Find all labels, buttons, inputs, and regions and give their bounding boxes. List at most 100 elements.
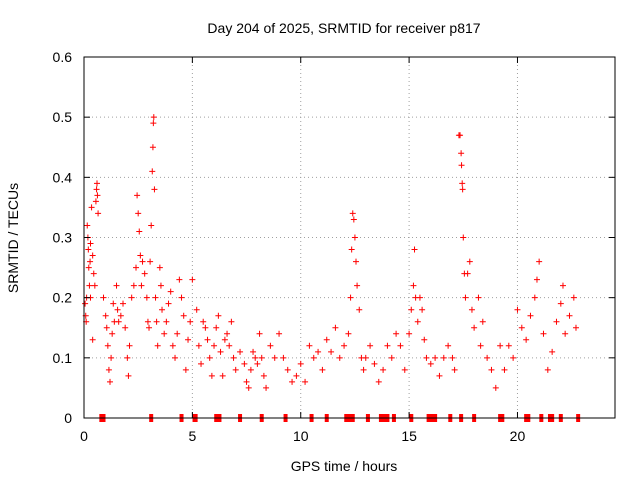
data-point: [94, 192, 101, 199]
data-point: [219, 372, 226, 379]
data-point: [397, 342, 404, 349]
data-point: [562, 330, 569, 337]
data-point: [367, 342, 374, 349]
data-point: [232, 366, 239, 373]
data-point: [479, 318, 486, 325]
data-point: [570, 294, 577, 301]
data-point: [354, 282, 361, 289]
data-point: [176, 276, 183, 283]
data-point: [421, 336, 428, 343]
data-point: [449, 354, 456, 361]
data-point: [221, 336, 228, 343]
data-point: [360, 366, 367, 373]
data-point: [477, 342, 484, 349]
data-point: [518, 324, 525, 331]
data-point: [200, 318, 207, 325]
data-point: [237, 348, 244, 355]
data-point: [163, 318, 170, 325]
data-point: [549, 348, 556, 355]
data-point: [271, 354, 278, 361]
data-point: [362, 354, 369, 361]
data-point: [457, 132, 464, 139]
data-point: [258, 354, 265, 361]
data-point: [254, 360, 261, 367]
data-point: [401, 366, 408, 373]
data-point: [185, 336, 192, 343]
data-point: [260, 372, 267, 379]
data-point: [137, 252, 144, 259]
data-point: [267, 342, 274, 349]
data-point: [156, 264, 163, 271]
y-tick-label: 0.1: [53, 350, 73, 366]
data-point: [451, 366, 458, 373]
data-point: [133, 264, 140, 271]
data-point: [332, 324, 339, 331]
data-point: [466, 258, 473, 265]
data-point: [380, 366, 387, 373]
data-point: [150, 114, 157, 121]
data-point: [276, 330, 283, 337]
data-point: [557, 300, 564, 307]
data-point: [410, 282, 417, 289]
chart-title: Day 204 of 2025, SRMTID for receiver p81…: [207, 20, 480, 36]
data-point: [427, 360, 434, 367]
data-point: [497, 342, 504, 349]
data-point: [136, 228, 143, 235]
data-point: [423, 354, 430, 361]
data-point: [243, 378, 250, 385]
data-point: [353, 258, 360, 265]
data-point: [215, 312, 222, 319]
data-point: [165, 300, 172, 307]
data-point: [375, 378, 382, 385]
data-point: [87, 258, 94, 265]
data-point: [144, 318, 151, 325]
data-point: [440, 354, 447, 361]
data-point: [371, 360, 378, 367]
data-point: [159, 306, 166, 313]
data-point: [89, 336, 96, 343]
data-point: [505, 342, 512, 349]
data-point: [93, 186, 100, 193]
data-point: [89, 252, 96, 259]
data-point: [149, 168, 156, 175]
data-point: [124, 354, 131, 361]
data-point: [150, 120, 157, 127]
data-point: [345, 330, 352, 337]
data-point: [468, 306, 475, 313]
data-point: [92, 198, 99, 205]
data-point: [323, 336, 330, 343]
data-point: [88, 204, 95, 211]
data-point: [180, 312, 187, 319]
data-point: [263, 384, 270, 391]
data-point: [475, 294, 482, 301]
y-tick-label: 0.6: [53, 49, 73, 65]
y-tick-label: 0.5: [53, 109, 73, 125]
data-point: [328, 348, 335, 355]
data-point: [206, 354, 213, 361]
data-point: [302, 378, 309, 385]
data-point: [241, 360, 248, 367]
data-point: [419, 306, 426, 313]
data-point: [108, 354, 115, 361]
data-point: [107, 378, 114, 385]
data-point: [167, 288, 174, 295]
data-point: [297, 360, 304, 367]
data-point: [213, 324, 220, 331]
data-point: [151, 186, 158, 193]
data-point: [114, 306, 121, 313]
data-point: [531, 294, 538, 301]
data-point: [406, 330, 413, 337]
data-point: [148, 222, 155, 229]
data-point: [228, 318, 235, 325]
data-point: [143, 294, 150, 301]
data-point: [459, 186, 466, 193]
x-tick-label: 0: [80, 428, 88, 444]
y-tick-label: 0.3: [53, 230, 73, 246]
data-point: [414, 318, 421, 325]
data-point: [247, 366, 254, 373]
data-point: [256, 330, 263, 337]
data-point: [341, 342, 348, 349]
data-point: [293, 372, 300, 379]
data-point: [110, 300, 117, 307]
